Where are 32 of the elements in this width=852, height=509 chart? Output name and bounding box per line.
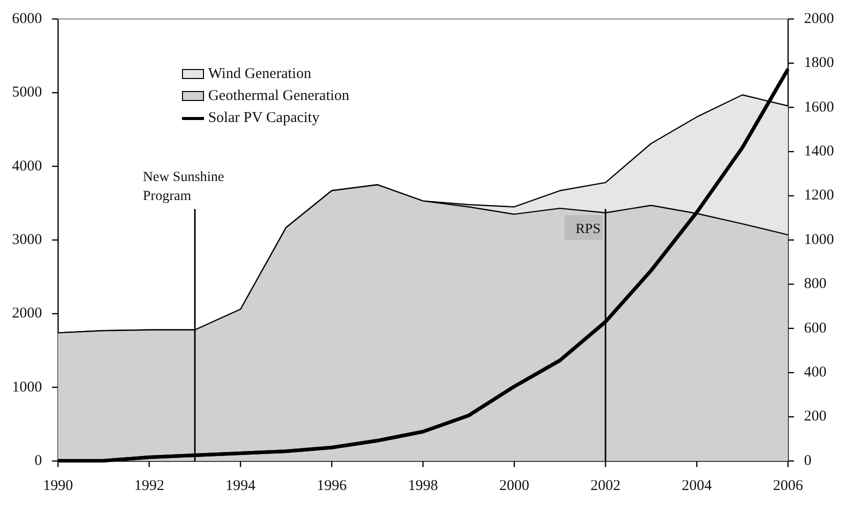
y2-tick-label: 1800: [804, 55, 834, 72]
x-tick-label: 1992: [134, 478, 164, 494]
x-tick-label: 1998: [408, 478, 438, 494]
ref-line-label: New Sunshine Program: [142, 170, 224, 204]
y2-tick-label: 0: [804, 452, 812, 469]
y2-tick-label: 400: [804, 364, 826, 381]
y2-tick-label: 200: [804, 408, 826, 425]
y2-tick-label: 1600: [804, 99, 834, 116]
legend-label: Geothermal Generation: [208, 88, 350, 105]
legend-label: Wind Generation: [208, 66, 312, 83]
y2-tick-label: 1000: [804, 232, 834, 248]
y-tick-label: 3000: [12, 232, 42, 248]
y2-tick-label: 1200: [804, 188, 834, 204]
x-tick-label: 1990: [43, 478, 73, 494]
y-tick-label: 4000: [12, 158, 42, 174]
y-tick-label: 1000: [12, 379, 42, 396]
ref-line-label: RPS: [576, 222, 600, 238]
y-tick-label: 5000: [12, 84, 42, 101]
x-tick-label: 1994: [226, 478, 256, 494]
y2-tick-label: 2000: [804, 10, 834, 27]
x-tick-label: 2004: [682, 478, 712, 494]
y-tick-label: 6000: [12, 10, 42, 27]
x-tick-label: 2002: [590, 478, 620, 494]
legend-label: Solar PV Capacity: [208, 110, 320, 127]
x-tick-label: 2000: [499, 478, 530, 494]
y2-tick-label: 600: [804, 320, 826, 336]
x-tick-label: 1996: [316, 478, 348, 494]
y2-tick-label: 800: [804, 276, 826, 292]
y2-tick-label: 1400: [804, 144, 834, 160]
y-tick-label: 0: [34, 452, 42, 469]
x-tick-label: 2006: [773, 478, 804, 494]
y-tick-label: 2000: [12, 306, 42, 322]
